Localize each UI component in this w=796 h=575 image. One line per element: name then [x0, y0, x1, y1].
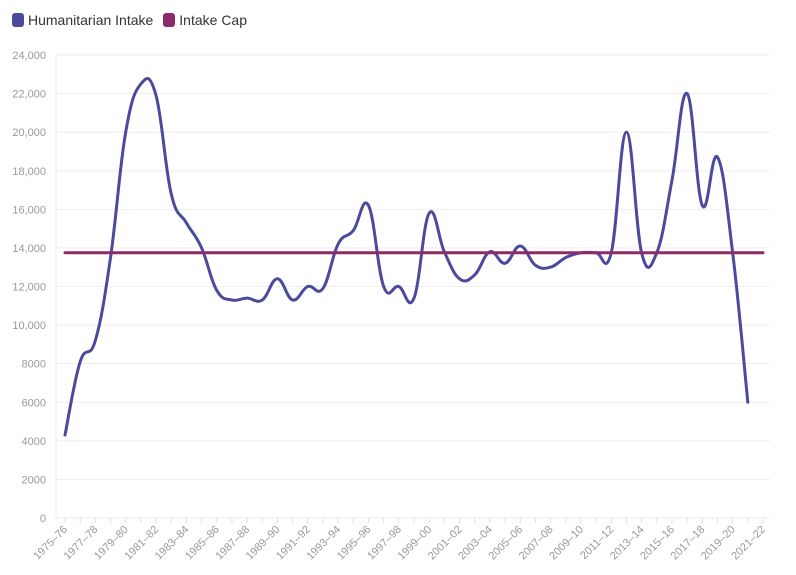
y-tick-label: 24,000 — [12, 50, 46, 62]
y-tick-label: 12,000 — [12, 282, 46, 294]
y-axis-ticks: 0 2000 4000 6000 8000 10,000 12,000 14,000 16,00… — [12, 50, 46, 525]
series-lines — [63, 77, 765, 437]
y-tick-label: 22,000 — [12, 89, 46, 101]
legend-swatch-intake-cap — [163, 13, 176, 27]
x-axis-ticks: 1975–761977–781979–801981–821983–841985–… — [31, 518, 768, 562]
y-tick-label: 14,000 — [12, 243, 46, 255]
legend-swatch-humanitarian-intake — [12, 13, 24, 27]
y-tick-label: 8000 — [22, 359, 46, 371]
y-tick-label: 6000 — [22, 397, 46, 409]
legend-label-intake-cap: Intake Cap — [179, 12, 248, 28]
y-tick-label: 2000 — [22, 474, 46, 486]
y-tick-label: 20,000 — [12, 127, 46, 139]
legend-label-humanitarian-intake: Humanitarian Intake — [28, 12, 154, 28]
grid-lines — [55, 54, 770, 519]
series-line-humanitarian-intake — [63, 77, 750, 437]
y-tick-label: 18,000 — [12, 166, 46, 178]
legend-item-humanitarian-intake[interactable]: Humanitarian Intake — [12, 12, 153, 28]
y-tick-label: 0 — [40, 513, 46, 525]
legend-item-intake-cap[interactable]: Intake Cap — [163, 12, 247, 28]
y-tick-label: 16,000 — [12, 204, 46, 216]
chart-legend: Humanitarian Intake Intake Cap — [12, 12, 247, 28]
y-tick-label: 4000 — [22, 436, 46, 448]
y-tick-label: 10,000 — [12, 320, 46, 332]
x-tick-label: 2021–22 — [729, 524, 768, 563]
